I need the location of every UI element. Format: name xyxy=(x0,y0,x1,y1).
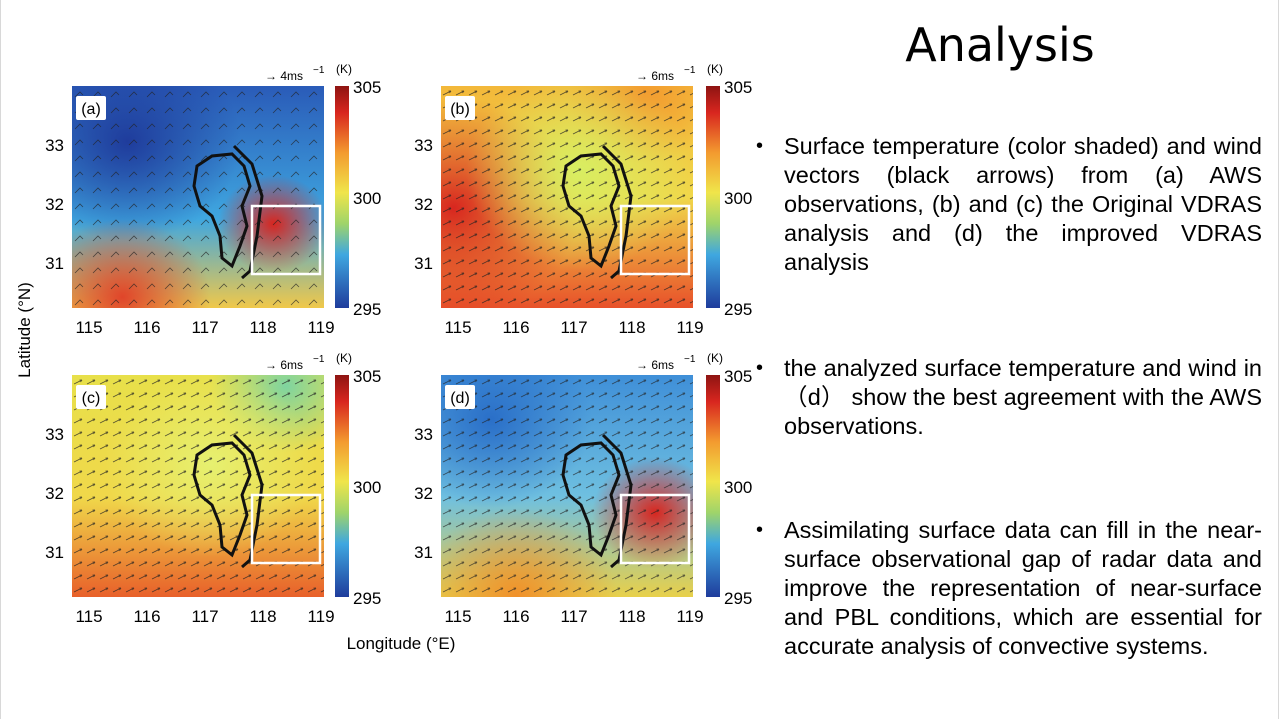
lat-tick-label: 33 xyxy=(45,136,64,155)
panel-label-box xyxy=(76,96,106,120)
lon-tick-label: 119 xyxy=(676,607,703,626)
panel-label: (c) xyxy=(82,390,101,407)
lon-tick-label: 115 xyxy=(75,318,102,337)
bullet-dot: • xyxy=(756,357,764,379)
colorbar-tick-label: 300 xyxy=(353,478,381,497)
lon-tick-label: 118 xyxy=(618,318,645,337)
colorbar-c xyxy=(335,375,349,597)
colorbar-tick-label: 305 xyxy=(353,78,381,97)
lat-tick-label: 33 xyxy=(414,425,433,444)
figure: (a) (b) (c) (d) 115 116 117 118 119 33 32 31 305 300… xyxy=(15,62,752,653)
bullet-dot: • xyxy=(756,519,764,541)
colorbar-unit: (K) xyxy=(336,351,352,365)
colorbar-tick-label: 300 xyxy=(724,189,752,208)
lon-tick-label: 119 xyxy=(676,318,703,337)
panel-c xyxy=(72,375,324,597)
lat-tick-label: 31 xyxy=(414,254,433,273)
colorbar-unit: (K) xyxy=(707,62,723,76)
colorbar-tick-label: 300 xyxy=(724,478,752,497)
bullet-dot: • xyxy=(756,135,764,157)
bullet-text: Surface temperature (color shaded) and w… xyxy=(784,133,1262,275)
y-axis-label: Latitude (°N) xyxy=(15,282,34,378)
colorbar-unit: (K) xyxy=(707,351,723,365)
lon-tick-label: 115 xyxy=(444,607,471,626)
colorbar-b xyxy=(706,86,720,308)
lon-tick-label: 118 xyxy=(249,318,276,337)
colorbar-tick-label: 295 xyxy=(724,300,752,319)
lon-tick-label: 119 xyxy=(307,318,334,337)
colorbar-a xyxy=(335,86,349,308)
lat-tick-label: 32 xyxy=(45,195,64,214)
lon-tick-label: 115 xyxy=(444,318,471,337)
panel-label-box xyxy=(445,385,475,409)
study-box xyxy=(250,204,322,276)
lon-tick-label: 117 xyxy=(191,318,218,337)
lon-tick-label: 117 xyxy=(560,607,587,626)
lat-tick-label: 33 xyxy=(45,425,64,444)
x-axis-label: Longitude (°E) xyxy=(347,634,456,653)
colorbar-tick-label: 305 xyxy=(353,367,381,386)
lat-tick-label: 32 xyxy=(414,195,433,214)
lon-tick-label: 117 xyxy=(191,607,218,626)
vector-scale-exponent: −1 xyxy=(313,354,325,365)
colorbar-tick-label: 305 xyxy=(724,367,752,386)
colorbar-tick-label: 295 xyxy=(353,589,381,608)
lon-tick-label: 119 xyxy=(307,607,334,626)
vector-scale-label: → 6ms xyxy=(636,69,674,83)
lon-tick-label: 116 xyxy=(133,607,160,626)
lon-tick-label: 118 xyxy=(618,607,645,626)
panel-label: (a) xyxy=(81,101,101,118)
lon-tick-label: 118 xyxy=(249,607,276,626)
vector-scale-label: → 4ms xyxy=(265,69,303,83)
lat-tick-label: 31 xyxy=(45,254,64,273)
lat-tick-label: 31 xyxy=(414,543,433,562)
colorbar-d xyxy=(706,375,720,597)
colorbar-tick-label: 300 xyxy=(353,189,381,208)
bullet-text: Assimilating surface data can fill in th… xyxy=(784,517,1262,659)
panel-label-box xyxy=(76,385,106,409)
lat-tick-label: 32 xyxy=(414,484,433,503)
vector-scale-exponent: −1 xyxy=(684,65,696,76)
colorbar-tick-label: 295 xyxy=(353,300,381,319)
vector-scale-label: → 6ms xyxy=(636,358,674,372)
colorbar-tick-label: 305 xyxy=(724,78,752,97)
lon-tick-label: 115 xyxy=(75,607,102,626)
colorbar-tick-label: 295 xyxy=(724,589,752,608)
bullet-item: • Surface temperature (color shaded) and… xyxy=(756,132,1262,277)
lat-tick-label: 31 xyxy=(45,543,64,562)
vector-scale-label: → 6ms xyxy=(265,358,303,372)
lon-tick-label: 116 xyxy=(502,607,529,626)
panel-d xyxy=(441,375,693,597)
colorbar-unit: (K) xyxy=(336,62,352,76)
vector-scale-exponent: −1 xyxy=(313,65,325,76)
panel-label-box xyxy=(445,96,475,120)
bullet-item: • the analyzed surface temperature and w… xyxy=(756,354,1262,441)
lon-tick-label: 116 xyxy=(502,318,529,337)
slide-title: Analysis xyxy=(905,18,1095,72)
panel-label: (d) xyxy=(450,390,470,407)
bullet-item: • Assimilating surface data can fill in … xyxy=(756,516,1262,661)
panel-b xyxy=(441,86,693,308)
lon-tick-label: 116 xyxy=(133,318,160,337)
bullet-text: the analyzed surface temperature and win… xyxy=(784,355,1262,439)
panel-a xyxy=(72,86,324,308)
lat-tick-label: 32 xyxy=(45,484,64,503)
lake-outline xyxy=(192,152,252,269)
vector-scale-exponent: −1 xyxy=(684,354,696,365)
lon-tick-label: 117 xyxy=(560,318,587,337)
lat-tick-label: 33 xyxy=(414,136,433,155)
panel-label: (b) xyxy=(450,101,470,118)
